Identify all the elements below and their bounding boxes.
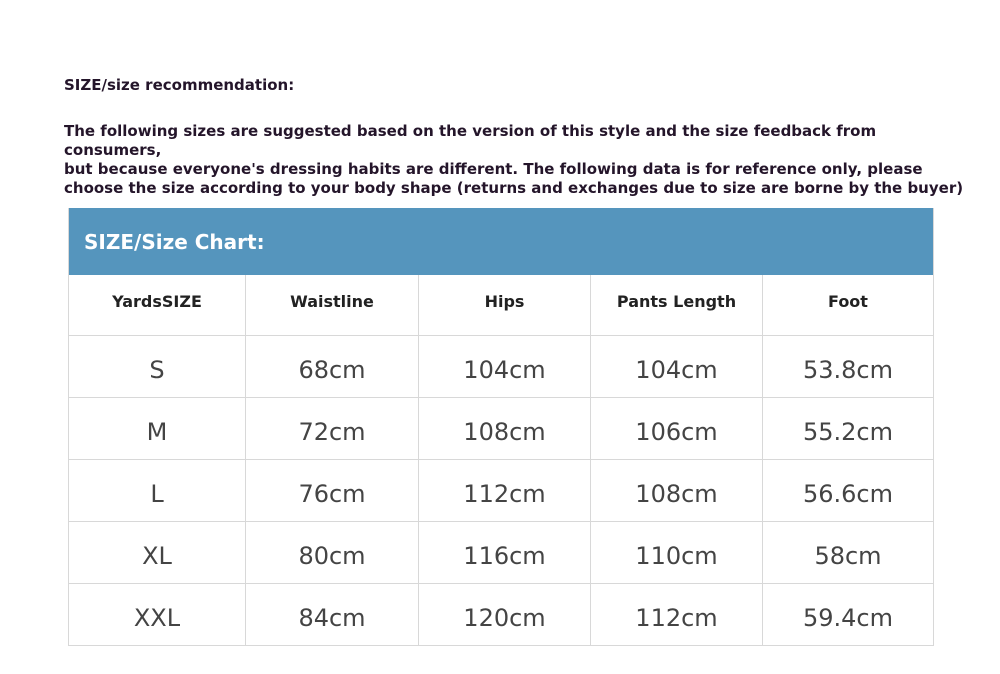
table-cell: 112cm — [418, 460, 590, 521]
size-note-paragraph: The following sizes are suggested based … — [64, 122, 964, 197]
table-header-row: YardsSIZE Waistline Hips Pants Length Fo… — [69, 275, 933, 335]
table-cell: 58cm — [762, 522, 933, 583]
column-header: YardsSIZE — [112, 291, 202, 311]
table-cell: XL — [142, 541, 172, 570]
table-cell: 80cm — [245, 522, 418, 583]
section-heading: SIZE/size recommendation: — [64, 76, 295, 94]
table-cell: 108cm — [418, 398, 590, 459]
table-cell: 84cm — [245, 584, 418, 645]
table-cell: 55.2cm — [762, 398, 933, 459]
table-cell: XXL — [133, 603, 181, 632]
table-row: S 68cm 104cm 104cm 53.8cm — [69, 335, 933, 397]
table-row: XXL 84cm 120cm 112cm 59.4cm — [69, 583, 933, 645]
table-row: L 76cm 112cm 108cm 56.6cm — [69, 459, 933, 521]
table-cell: 68cm — [245, 336, 418, 397]
table-cell: 112cm — [590, 584, 762, 645]
table-cell: 53.8cm — [762, 336, 933, 397]
table-cell: 116cm — [418, 522, 590, 583]
table-cell: S — [149, 355, 165, 384]
table-cell: 104cm — [418, 336, 590, 397]
table-cell: M — [146, 417, 168, 446]
size-chart-table: SIZE/Size Chart: YardsSIZE Waistline Hip… — [68, 208, 934, 646]
column-header: Pants Length — [590, 275, 762, 335]
column-header: Hips — [418, 275, 590, 335]
table-cell: 56.6cm — [762, 460, 933, 521]
table-cell: 72cm — [245, 398, 418, 459]
table-cell: 104cm — [590, 336, 762, 397]
column-header: Foot — [762, 275, 933, 335]
table-cell: 120cm — [418, 584, 590, 645]
table-cell: L — [150, 479, 164, 508]
table-cell: 110cm — [590, 522, 762, 583]
table-cell: 59.4cm — [762, 584, 933, 645]
size-chart-title: SIZE/Size Chart: — [69, 208, 933, 275]
column-header: Waistline — [245, 275, 418, 335]
table-row: M 72cm 108cm 106cm 55.2cm — [69, 397, 933, 459]
table-cell: 106cm — [590, 398, 762, 459]
table-cell: 108cm — [590, 460, 762, 521]
table-cell: 76cm — [245, 460, 418, 521]
table-row: XL 80cm 116cm 110cm 58cm — [69, 521, 933, 583]
